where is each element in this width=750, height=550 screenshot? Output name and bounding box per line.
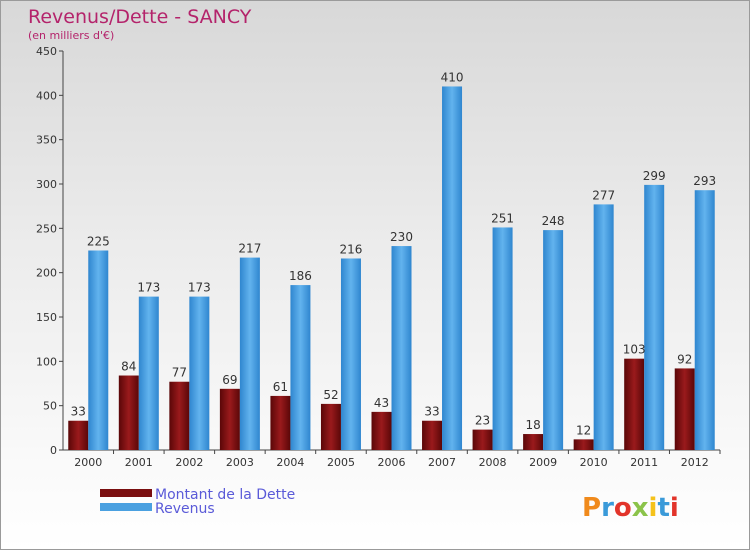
x-tick-label: 2002 bbox=[175, 456, 203, 469]
legend-label-revenue: Revenus bbox=[155, 501, 215, 517]
chart-title: Revenus/Dette - SANCY bbox=[28, 6, 252, 28]
logo-letter: x bbox=[632, 493, 649, 523]
value-label-debt: 33 bbox=[71, 405, 86, 419]
legend: Montant de la Dette Revenus bbox=[100, 487, 295, 517]
legend-label-debt: Montant de la Dette bbox=[155, 487, 295, 503]
bar-revenue bbox=[593, 204, 614, 450]
y-tick-label: 350 bbox=[36, 134, 57, 147]
value-label-debt: 77 bbox=[172, 366, 187, 380]
bar-revenue bbox=[189, 296, 210, 450]
y-tick-labels: 0 50 100 150 200 250 300 350 400 450 bbox=[36, 45, 57, 457]
value-label-debt: 84 bbox=[121, 360, 136, 374]
y-tick-label: 400 bbox=[36, 89, 57, 102]
value-label-revenue: 251 bbox=[491, 211, 514, 225]
bar-debt bbox=[169, 381, 190, 450]
y-tick-label: 100 bbox=[36, 355, 57, 368]
value-label-revenue: 248 bbox=[542, 214, 565, 228]
value-label-debt: 43 bbox=[374, 396, 389, 410]
value-label-debt: 69 bbox=[222, 373, 237, 387]
value-label-revenue: 225 bbox=[87, 235, 110, 249]
bars bbox=[68, 86, 715, 451]
bar-revenue bbox=[442, 86, 463, 450]
y-tick-label: 150 bbox=[36, 311, 57, 324]
bar-debt bbox=[68, 420, 89, 450]
logo-letter: o bbox=[614, 493, 632, 523]
value-label-debt: 52 bbox=[323, 388, 338, 402]
value-label-debt: 33 bbox=[424, 405, 439, 419]
value-label-revenue: 230 bbox=[390, 230, 413, 244]
logo-letter: r bbox=[601, 493, 614, 523]
bar-revenue bbox=[88, 250, 109, 450]
x-tick-label: 2004 bbox=[276, 456, 304, 469]
bar-debt bbox=[270, 395, 291, 450]
legend-swatch-debt bbox=[100, 489, 152, 497]
y-tick-label: 0 bbox=[50, 444, 57, 457]
y-tick-label: 250 bbox=[36, 222, 57, 235]
bar-debt bbox=[320, 403, 341, 450]
value-label-revenue: 216 bbox=[340, 242, 363, 256]
bar-debt bbox=[573, 439, 594, 450]
x-tick-label: 2005 bbox=[327, 456, 355, 469]
x-tick-label: 2012 bbox=[681, 456, 709, 469]
value-label-revenue: 299 bbox=[643, 169, 666, 183]
bar-debt bbox=[219, 388, 240, 450]
x-tick-label: 2009 bbox=[529, 456, 557, 469]
x-tick-label: 2011 bbox=[630, 456, 658, 469]
value-label-revenue: 277 bbox=[592, 188, 615, 202]
logo-letter: P bbox=[582, 493, 601, 523]
value-label-revenue: 217 bbox=[238, 242, 261, 256]
x-tick-label: 2000 bbox=[74, 456, 102, 469]
bar-revenue bbox=[543, 230, 564, 450]
bar-debt bbox=[472, 429, 493, 450]
x-tick-labels: 2000 2001 2002 2003 2004 2005 2006 2007 2008 2009… bbox=[74, 456, 708, 469]
value-label-debt: 23 bbox=[475, 414, 490, 428]
value-label-debt: 12 bbox=[576, 423, 591, 437]
x-tick-label: 2008 bbox=[479, 456, 507, 469]
logo-letter: i bbox=[649, 493, 658, 523]
logo-letter: t bbox=[657, 493, 669, 523]
legend-swatch-revenue bbox=[100, 503, 152, 511]
logo-letter: i bbox=[670, 493, 679, 523]
x-tick-label: 2003 bbox=[226, 456, 254, 469]
bar-debt bbox=[624, 358, 645, 450]
value-label-revenue: 186 bbox=[289, 269, 312, 283]
value-label-revenue: 293 bbox=[693, 174, 716, 188]
value-label-revenue: 173 bbox=[137, 281, 160, 295]
bar-debt bbox=[118, 375, 139, 450]
value-label-revenue: 173 bbox=[188, 281, 211, 295]
value-label-debt: 18 bbox=[525, 418, 540, 432]
bar-revenue bbox=[290, 285, 311, 450]
y-tick-label: 50 bbox=[43, 400, 57, 413]
bar-revenue bbox=[138, 296, 159, 450]
y-tick-label: 300 bbox=[36, 178, 57, 191]
bar-debt bbox=[523, 434, 544, 450]
y-tick-label: 200 bbox=[36, 267, 57, 280]
bar-debt bbox=[422, 420, 443, 450]
y-tick-label: 450 bbox=[36, 45, 57, 58]
chart-subtitle: (en milliers d'€) bbox=[28, 29, 114, 42]
bar-revenue bbox=[694, 190, 715, 450]
bar-revenue bbox=[239, 257, 260, 450]
proxiti-logo: Proxiti bbox=[582, 493, 679, 523]
bar-debt bbox=[674, 368, 695, 450]
value-label-revenue: 410 bbox=[441, 70, 464, 84]
value-labels: 33 225 84 173 77 173 69 217 61 186 52 216 43 230 33 410… bbox=[71, 70, 717, 437]
bar-revenue bbox=[644, 184, 665, 451]
value-label-debt: 92 bbox=[677, 352, 692, 366]
x-tick-label: 2007 bbox=[428, 456, 456, 469]
x-tick-label: 2010 bbox=[580, 456, 608, 469]
bar-revenue bbox=[391, 246, 412, 450]
value-label-debt: 61 bbox=[273, 380, 288, 394]
x-tick-label: 2001 bbox=[125, 456, 153, 469]
x-tick-label: 2006 bbox=[378, 456, 406, 469]
bar-revenue bbox=[492, 227, 513, 450]
bar-revenue bbox=[340, 258, 361, 450]
bar-debt bbox=[371, 411, 392, 450]
value-label-debt: 103 bbox=[623, 343, 646, 357]
